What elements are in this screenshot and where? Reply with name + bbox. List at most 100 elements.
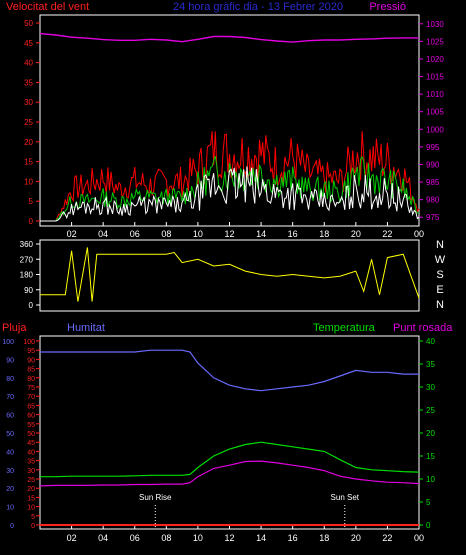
wind-x-tick-label: 00 — [414, 229, 424, 239]
rain-y-tick-label: 40 — [27, 449, 35, 456]
humidity-y-tick-label: 50 — [6, 431, 14, 438]
pressure-y-tick-label: 1005 — [426, 108, 444, 117]
bottom-x-tick-label: 16 — [288, 533, 298, 543]
temperature-y-tick-label: 0 — [426, 521, 431, 530]
pressure-line — [39, 32, 419, 43]
humidity-line — [40, 349, 419, 392]
direction-y-tick-label: 0 — [29, 301, 34, 310]
wind-x-tick-label: 02 — [67, 229, 77, 239]
rain-y-tick-label: 60 — [27, 413, 35, 420]
pressure-y-tick-label: 990 — [426, 160, 440, 169]
rain-humidity-panel-frame — [39, 335, 420, 530]
pressure-y-tick-label: 1030 — [426, 20, 444, 29]
direction-y-tick-label: 270 — [20, 255, 34, 264]
pressure-y-tick-label: 1020 — [426, 55, 444, 64]
direction-y-tick-label: 90 — [24, 286, 33, 295]
humidity-label: Humitat — [67, 322, 105, 334]
bottom-x-tick-label: 08 — [161, 533, 171, 543]
pressure-y-tick-label: 980 — [426, 196, 440, 205]
pressure-y-tick-label: 1015 — [426, 73, 444, 82]
bottom-x-tick-label: 06 — [130, 533, 140, 543]
humidity-y-tick-label: 20 — [6, 486, 14, 493]
rain-y-tick-label: 25 — [27, 477, 35, 484]
temperature-y-tick-label: 20 — [426, 429, 435, 438]
sun-marker-label: Sun Rise — [139, 493, 172, 502]
rain-y-tick-label: 45 — [27, 440, 35, 447]
wind-y-tick-label: 0 — [29, 217, 34, 226]
wind-y-tick-label: 15 — [24, 158, 33, 167]
wind-x-tick-label: 06 — [130, 229, 140, 239]
temperature-y-tick-label: 5 — [426, 498, 431, 507]
temperature-y-tick-label: 25 — [426, 406, 435, 415]
compass-label-n: N — [436, 239, 444, 251]
rain-y-tick-label: 85 — [27, 367, 35, 374]
humidity-y-tick-label: 30 — [6, 468, 14, 475]
pressure-y-tick-label: 995 — [426, 143, 440, 152]
wind-x-tick-label: 10 — [193, 229, 203, 239]
dewpoint-line — [39, 460, 420, 487]
rain-y-tick-label: 5 — [31, 514, 35, 521]
rain-y-tick-label: 35 — [27, 459, 35, 466]
rain-y-tick-label: 80 — [27, 376, 35, 383]
rain-y-tick-label: 95 — [27, 348, 35, 355]
rain-y-tick-label: 70 — [27, 394, 35, 401]
wind-x-tick-label: 12 — [224, 229, 234, 239]
chart-title: 24 hora gràfic dia - 13 Febrer 2020 — [173, 1, 343, 13]
dewpoint-label: Punt rosada — [393, 322, 453, 334]
rain-y-tick-label: 10 — [27, 505, 35, 512]
wind-y-tick-label: 45 — [24, 39, 33, 48]
wind-x-tick-label: 14 — [256, 229, 266, 239]
pressure-y-tick-label: 1000 — [426, 125, 444, 134]
wind-gust-line — [40, 131, 420, 222]
rain-y-tick-label: 65 — [27, 403, 35, 410]
humidity-y-tick-label: 90 — [6, 357, 14, 364]
wind-y-tick-label: 20 — [24, 138, 33, 147]
temperature-y-tick-label: 40 — [426, 337, 435, 346]
wind-lull-line — [40, 166, 420, 222]
rain-y-tick-label: 30 — [27, 468, 35, 475]
compass-label-e: E — [436, 284, 443, 296]
rain-y-tick-label: 90 — [27, 357, 35, 364]
bottom-x-tick-label: 00 — [414, 533, 424, 543]
rain-y-tick-label: 20 — [27, 486, 35, 493]
wind-x-tick-label: 04 — [98, 229, 108, 239]
sun-marker-label: Sun Set — [331, 493, 360, 502]
humidity-y-tick-label: 40 — [6, 449, 14, 456]
rain-y-tick-label: 100 — [23, 339, 35, 346]
wind-y-tick-label: 30 — [24, 98, 33, 107]
direction-y-tick-label: 180 — [20, 271, 34, 280]
pressure-y-tick-label: 985 — [426, 178, 440, 187]
bottom-x-tick-label: 22 — [382, 533, 392, 543]
pressure-y-tick-label: 1010 — [426, 90, 444, 99]
bottom-x-tick-label: 10 — [193, 533, 203, 543]
temperature-label: Temperatura — [313, 322, 376, 334]
wind-x-tick-label: 18 — [319, 229, 329, 239]
wind-x-tick-label: 08 — [161, 229, 171, 239]
bottom-x-tick-label: 12 — [224, 533, 234, 543]
humidity-y-tick-label: 70 — [6, 394, 14, 401]
wind-x-tick-label: 16 — [288, 229, 298, 239]
rain-y-tick-label: 75 — [27, 385, 35, 392]
wind-y-tick-label: 5 — [29, 197, 34, 206]
bottom-x-tick-label: 02 — [67, 533, 77, 543]
bottom-x-tick-label: 18 — [319, 533, 329, 543]
temperature-y-tick-label: 35 — [426, 360, 435, 369]
wind-direction-panel-frame — [39, 239, 420, 312]
humidity-y-tick-label: 10 — [6, 505, 14, 512]
bottom-x-tick-label: 14 — [256, 533, 266, 543]
temperature-y-tick-label: 30 — [426, 383, 435, 392]
rain-y-tick-label: 55 — [27, 422, 35, 429]
wind-y-tick-label: 35 — [24, 78, 33, 87]
temperature-line — [40, 441, 420, 478]
humidity-y-tick-label: 0 — [10, 523, 14, 530]
temperature-y-tick-label: 10 — [426, 475, 435, 484]
wind-average-line — [40, 155, 420, 222]
humidity-y-tick-label: 100 — [2, 339, 14, 346]
compass-label-s: S — [436, 269, 443, 281]
pressure-label: Pressió — [369, 1, 406, 13]
wind-y-tick-label: 10 — [24, 177, 33, 186]
wind-y-tick-label: 40 — [24, 59, 33, 68]
wind-y-tick-label: 25 — [24, 118, 33, 127]
compass-label-n: N — [436, 299, 444, 311]
